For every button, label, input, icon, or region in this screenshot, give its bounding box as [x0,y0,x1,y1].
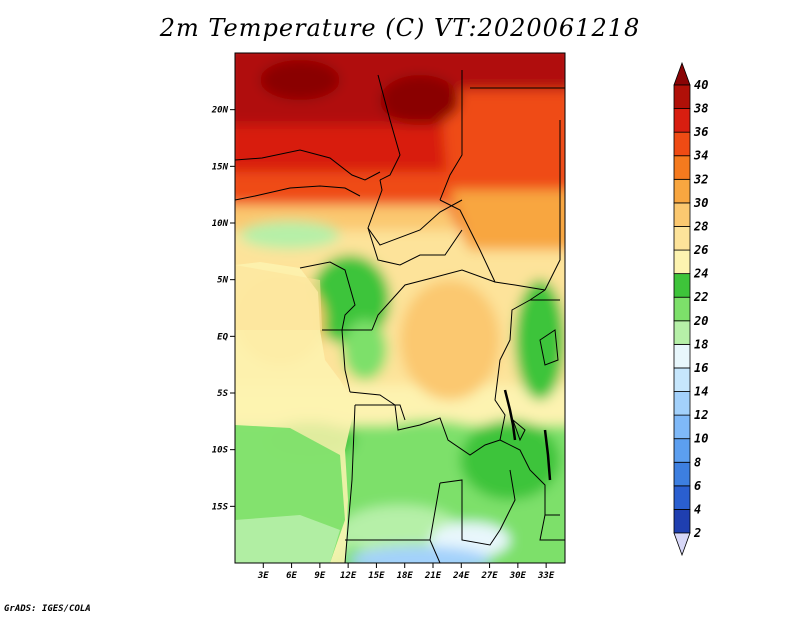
colorbar-label: 22 [693,290,708,304]
colorbar-label: 8 [694,455,701,469]
temperature-field [235,53,565,563]
x-tick-label: 24E [452,571,470,581]
colorbar-cell [673,61,691,86]
colorbar-label: 26 [693,243,708,257]
x-tick-label: 18E [397,571,414,581]
colorbar-label: 2 [693,526,701,540]
colorbar-cell [673,391,691,416]
x-tick-label: 27E [480,571,498,581]
y-tick-label: 10S [212,446,229,456]
colorbar-cell [673,532,691,557]
x-tick-label: 9E [314,571,325,581]
colorbar-label: 40 [694,78,708,92]
colorbar-label: 20 [693,314,708,328]
colorbar-label: 16 [694,361,708,375]
chart-title: 2m Temperature (C) VT:2020061218 [159,14,641,42]
colorbar-label: 36 [693,125,708,139]
colorbar-label: 18 [694,337,708,351]
y-tick-label: 10N [212,219,229,229]
x-axis: 3E 6E 9E 12E 15E 18E 21E 24E 27E 30E 33E [257,563,555,581]
y-tick-label: 5S [217,389,228,399]
colorbar-cell [673,509,691,534]
x-tick-label: 21E [424,571,442,581]
colorbar-label: 28 [693,219,708,233]
colorbar-cell [673,226,691,251]
colorbar-cell [673,296,691,322]
colorbar-cell [673,178,691,204]
colorbar-label: 24 [693,267,708,281]
colorbar-label: 4 [694,502,701,516]
colorbar-label: 14 [694,385,708,399]
colorbar-label: 6 [694,479,701,493]
colorbar-cell [673,155,691,180]
colorbar-cell [673,485,691,510]
colorbar-cell [673,273,691,298]
colorbar-label: 38 [693,102,708,116]
x-tick-label: 6E [286,571,297,581]
x-tick-label: 12E [340,571,357,581]
y-tick-label: 15S [212,502,229,512]
colorbar-label: 32 [693,172,708,186]
x-tick-label: 3E [257,571,269,581]
colorbar-cell [673,320,691,345]
y-tick-label: 20N [211,106,229,116]
colorbar-cell [673,438,691,463]
colorbar-label: 10 [694,432,708,446]
colorbar-cell [673,202,691,227]
colorbar-cell [673,131,691,157]
y-tick-label: EQ [217,332,228,342]
colorbar-cell [673,414,691,440]
x-tick-label: 33E [537,571,555,581]
y-tick-label: 5N [217,276,228,286]
plot-frame [234,52,566,564]
x-tick-label: 30E [509,571,527,581]
y-tick-label: 15N [212,162,229,172]
colorbar-label: 34 [693,149,708,163]
colorbar-cell [673,367,691,392]
colorbar-cell [673,461,691,487]
y-axis: 20N 15N 10N 5N EQ 5S 10S 15S [211,106,235,512]
colorbar-cell [673,108,691,133]
footer-credit: GrADS: IGES/COLA [4,604,91,614]
colorbar-cell [673,343,691,369]
colorbar-cell [673,249,691,275]
colorbar-label: 30 [693,196,708,210]
colorbar-label: 12 [694,408,708,422]
colorbar-cell [673,84,691,109]
x-tick-label: 15E [368,571,385,581]
